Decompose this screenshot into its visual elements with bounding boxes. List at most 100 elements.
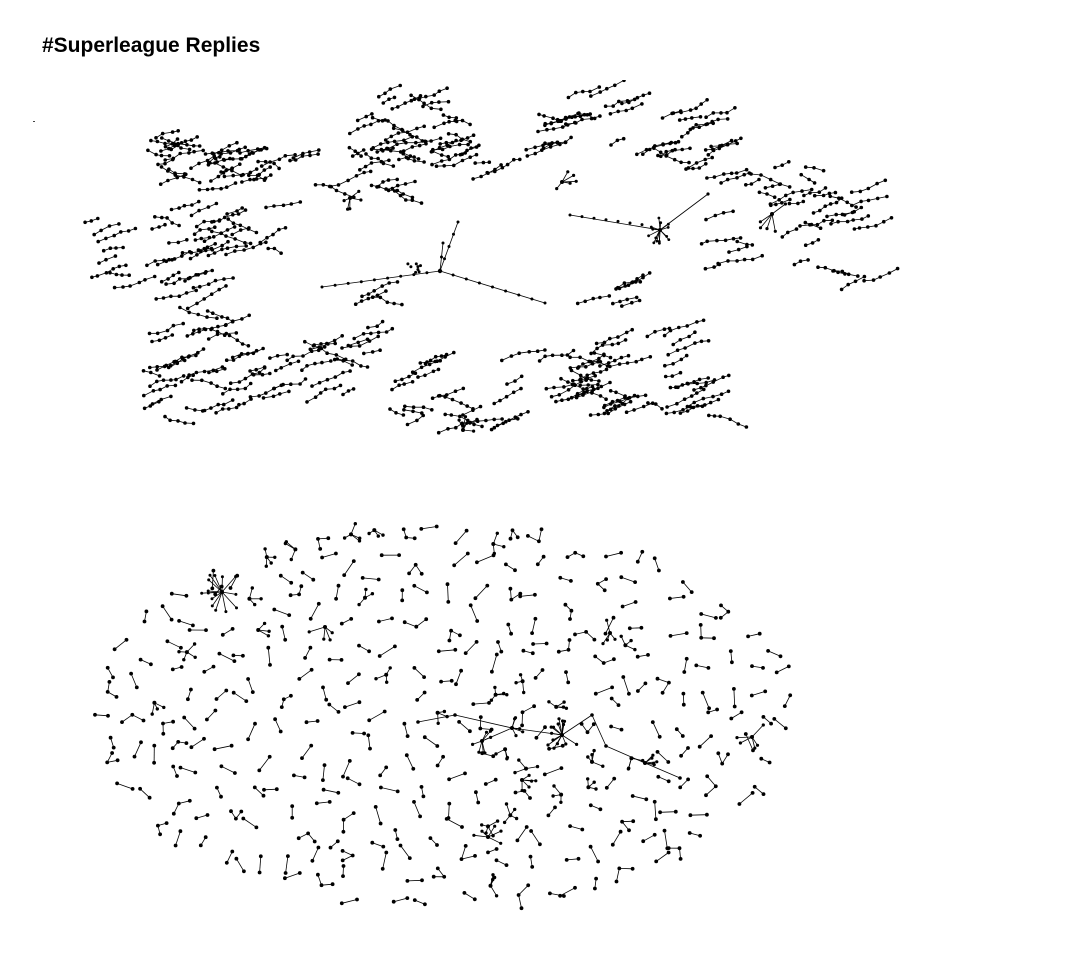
- graph-node: [706, 666, 711, 670]
- graph-node: [783, 202, 788, 206]
- graph-node: [591, 722, 596, 727]
- graph-node: [604, 554, 608, 559]
- graph-edge: [178, 620, 194, 626]
- graph-node: [179, 645, 183, 650]
- graph-edge: [461, 855, 476, 860]
- graph-node: [608, 631, 612, 635]
- graph-node: [175, 774, 179, 778]
- graph-edge: [321, 553, 337, 558]
- graph-node: [521, 730, 525, 734]
- graph-edge: [393, 897, 408, 903]
- graph-node: [113, 254, 118, 258]
- graph-node: [334, 596, 338, 601]
- graph-node: [134, 685, 139, 690]
- graph-node: [422, 124, 427, 129]
- graph-node: [314, 801, 319, 806]
- graph-edge: [739, 792, 753, 805]
- graph-node: [233, 771, 237, 775]
- graph-node: [361, 148, 366, 152]
- graph-node: [202, 669, 207, 674]
- graph-edge: [329, 704, 339, 713]
- graph-node: [210, 597, 214, 601]
- graph-node: [165, 384, 169, 388]
- graph-node: [316, 601, 321, 606]
- graph-edge: [670, 632, 687, 637]
- graph-node: [112, 647, 117, 652]
- graph-node: [491, 877, 495, 882]
- graph-node: [398, 150, 403, 154]
- graph-node: [334, 188, 339, 193]
- graph-node: [451, 273, 455, 277]
- graph-node: [750, 735, 754, 739]
- graph-node: [341, 817, 346, 822]
- graph-node: [289, 693, 293, 698]
- graph-edge: [690, 814, 707, 816]
- graph-node: [247, 313, 251, 318]
- graph-node: [509, 597, 514, 602]
- graph-edge: [214, 745, 232, 750]
- graph-node: [548, 891, 552, 896]
- graph-node: [330, 631, 334, 635]
- graph-edge: [267, 647, 271, 665]
- graph-node: [684, 353, 689, 358]
- graph-node: [422, 735, 427, 740]
- graph-node: [262, 787, 266, 792]
- graph-node: [250, 372, 255, 376]
- graph-node: [609, 724, 613, 729]
- graph-node: [727, 373, 731, 378]
- graph-node: [668, 596, 672, 601]
- graph-node: [341, 774, 345, 779]
- graph-node: [611, 615, 616, 620]
- graph-node: [414, 262, 418, 266]
- graph-node: [614, 879, 619, 884]
- graph-node: [439, 679, 443, 684]
- graph-edge: [518, 885, 529, 896]
- graph-node: [518, 591, 523, 596]
- graph-node: [262, 621, 267, 626]
- graph-node: [321, 778, 325, 782]
- graph-node: [786, 664, 791, 669]
- graph-node: [152, 743, 157, 748]
- graph-node: [589, 94, 593, 98]
- graph-node: [443, 257, 446, 261]
- graph-edge: [379, 646, 396, 657]
- graph-node: [187, 798, 192, 803]
- graph-node: [640, 357, 644, 362]
- graph-node: [689, 590, 694, 594]
- graph-node: [407, 856, 412, 860]
- graph-node: [728, 649, 733, 653]
- graph-node: [527, 785, 531, 789]
- graph-node: [493, 692, 498, 697]
- graph-node: [447, 245, 451, 248]
- graph-node: [650, 720, 655, 724]
- graph-node: [104, 257, 108, 262]
- graph-node: [339, 621, 344, 626]
- graph-node: [454, 116, 459, 120]
- graph-node: [156, 823, 160, 828]
- graph-node: [477, 281, 481, 285]
- graph-node: [400, 127, 404, 132]
- graph-node: [306, 831, 310, 836]
- graph-node: [256, 628, 261, 632]
- graph-edge: [209, 575, 223, 593]
- graph-node: [854, 205, 858, 209]
- graph-node: [387, 158, 391, 163]
- graph-edge: [612, 831, 621, 845]
- graph-edge: [341, 899, 358, 904]
- graph-node: [463, 771, 467, 776]
- graph-node: [712, 636, 716, 641]
- graph-node: [357, 700, 362, 705]
- graph-node: [658, 228, 662, 232]
- graph-node: [839, 196, 844, 200]
- graph-edge: [448, 773, 466, 780]
- graph-node: [372, 278, 376, 282]
- graph-node: [182, 358, 187, 363]
- graph-node: [220, 590, 224, 594]
- graph-node: [562, 385, 566, 389]
- graph-node: [261, 346, 265, 351]
- graph-node: [543, 348, 547, 352]
- graph-node: [440, 255, 443, 259]
- graph-edge: [424, 736, 438, 747]
- graph-node: [210, 604, 214, 608]
- graph-node: [471, 742, 475, 746]
